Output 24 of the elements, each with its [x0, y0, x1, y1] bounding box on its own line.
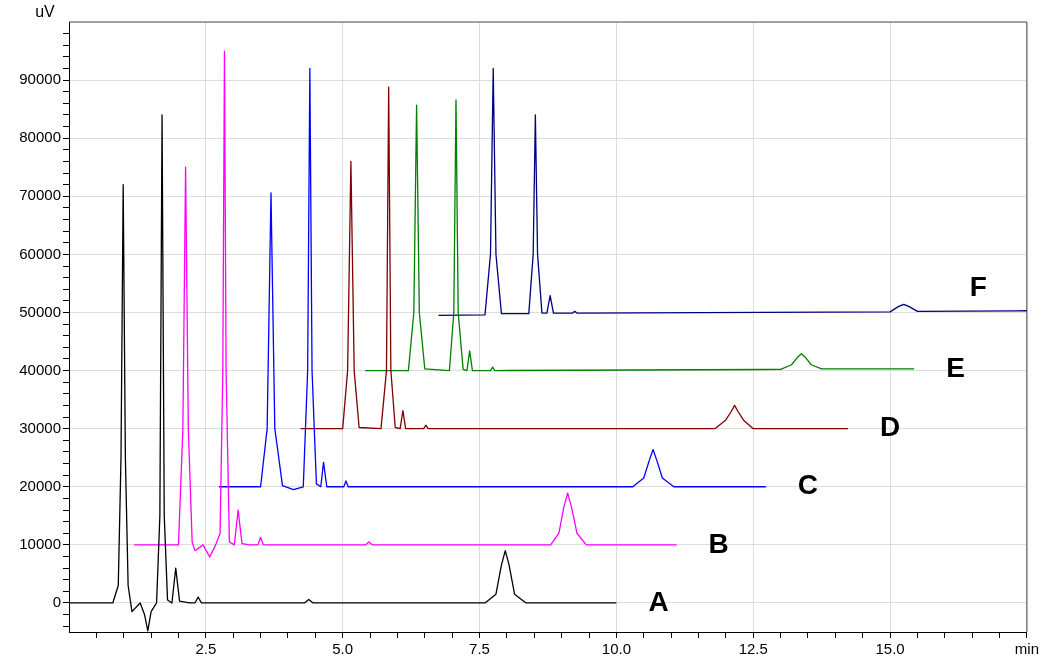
series-label: C [797, 469, 819, 501]
y-tick-label: 70000 [19, 186, 61, 204]
y-tick-label: 10000 [19, 535, 61, 552]
y-tick-label: 20000 [19, 476, 61, 494]
x-tick-label: 5.0 [332, 640, 354, 658]
x-tick-label: 2.5 [195, 640, 217, 658]
x-tick-label: 7.5 [469, 640, 490, 658]
x-tick-label: 10.0 [601, 640, 631, 658]
series-label: E [946, 351, 965, 383]
y-tick-label: 40000 [19, 360, 61, 378]
x-tick-label: 15.0 [875, 640, 905, 658]
y-tick-label: 90000 [19, 70, 61, 88]
series-label: A [648, 585, 669, 617]
y-tick-label: 60000 [19, 244, 61, 262]
series-label: D [879, 411, 901, 443]
x-tick-label: 12.5 [738, 640, 768, 658]
y-tick-label: 80000 [19, 128, 61, 146]
y-tick-label: 50000 [19, 302, 61, 320]
series-label: B [708, 527, 729, 559]
y-axis-title: uV [35, 3, 56, 21]
x-tick-label: min [1014, 640, 1039, 658]
series-label: F [969, 271, 987, 303]
y-tick-label: 30000 [19, 418, 61, 436]
y-tick-label: 0 [52, 593, 61, 611]
